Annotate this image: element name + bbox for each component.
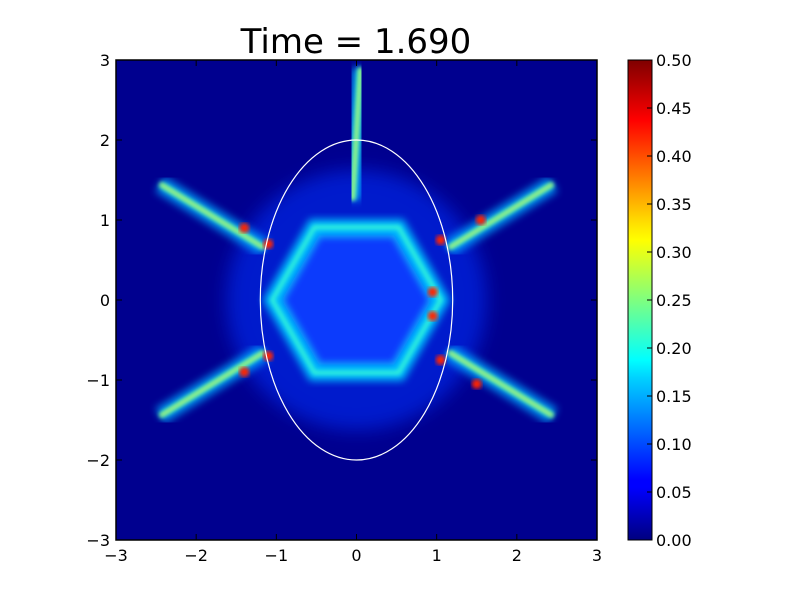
chart-title: Time = 1.690 bbox=[240, 22, 472, 62]
x-tick-label: 3 bbox=[592, 546, 602, 565]
overlay-ellipse bbox=[259, 139, 454, 461]
x-tick-label: 2 bbox=[512, 546, 522, 565]
colorbar-tick-label: 0.40 bbox=[656, 147, 692, 166]
y-tick-label: 0 bbox=[100, 291, 110, 310]
colorbar-tick-label: 0.10 bbox=[656, 435, 692, 454]
heatmap-plot bbox=[115, 59, 598, 541]
y-tick-label: 2 bbox=[100, 131, 110, 150]
x-axis: −3 −2 −1 0 1 2 3 bbox=[104, 60, 602, 565]
heatmap-field bbox=[155, 67, 558, 532]
colorbar-tick-label: 0.20 bbox=[656, 339, 692, 358]
colorbar-tick-label: 0.30 bbox=[656, 243, 692, 262]
y-tick-label: −2 bbox=[86, 451, 110, 470]
y-axis: −3 −2 −1 0 1 2 3 bbox=[86, 51, 597, 550]
y-tick-label: 1 bbox=[100, 211, 110, 230]
colorbar-tick-label: 0.45 bbox=[656, 99, 692, 118]
colorbar-tick-label: 0.05 bbox=[656, 483, 692, 502]
colorbar-ticks: 0.00 0.05 0.10 0.15 0.20 0.25 0.30 0.35 0.40 0.45… bbox=[647, 51, 692, 550]
colorbar-tick-label: 0.15 bbox=[656, 387, 692, 406]
x-tick-label: −2 bbox=[184, 546, 208, 565]
colorbar-tick-label: 0.25 bbox=[656, 291, 692, 310]
colorbar-tick-label: 0.35 bbox=[656, 195, 692, 214]
colorbar: 0.00 0.05 0.10 0.15 0.20 0.25 0.30 0.35 0.40 0.45… bbox=[627, 51, 692, 550]
x-tick-label: 1 bbox=[432, 546, 442, 565]
y-tick-label: −3 bbox=[86, 531, 110, 550]
x-tick-label: 0 bbox=[351, 546, 361, 565]
y-tick-label: 3 bbox=[100, 51, 110, 70]
colorbar-tick-label: 0.50 bbox=[656, 51, 692, 70]
x-tick-label: −1 bbox=[265, 546, 289, 565]
x-tick-label: −3 bbox=[104, 546, 128, 565]
colorbar-tick-label: 0.00 bbox=[656, 531, 692, 550]
y-tick-label: −1 bbox=[86, 371, 110, 390]
